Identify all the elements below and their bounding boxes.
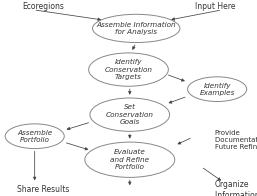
- Text: Assemble Information
for Analysis: Assemble Information for Analysis: [96, 22, 176, 35]
- Text: Assemble
Portfolio: Assemble Portfolio: [17, 130, 52, 143]
- Ellipse shape: [5, 124, 64, 149]
- Ellipse shape: [89, 53, 168, 86]
- Ellipse shape: [85, 142, 175, 177]
- Ellipse shape: [90, 98, 170, 131]
- Ellipse shape: [188, 77, 247, 102]
- Text: Provide
Documentation for
Future Refinement: Provide Documentation for Future Refinem…: [215, 130, 257, 150]
- Text: Input Here: Input Here: [195, 2, 235, 11]
- Ellipse shape: [93, 14, 180, 43]
- Text: Organize
Information for: Organize Information for: [215, 181, 257, 196]
- Text: Identify
Conservation
Targets: Identify Conservation Targets: [105, 59, 152, 80]
- Text: Share Results: Share Results: [17, 185, 69, 194]
- Text: Evaluate
and Refine
Portfolio: Evaluate and Refine Portfolio: [110, 150, 149, 170]
- Text: Set
Conservation
Goals: Set Conservation Goals: [106, 104, 154, 125]
- Text: Identify
Examples: Identify Examples: [199, 83, 235, 96]
- Text: Ecoregions: Ecoregions: [22, 2, 64, 11]
